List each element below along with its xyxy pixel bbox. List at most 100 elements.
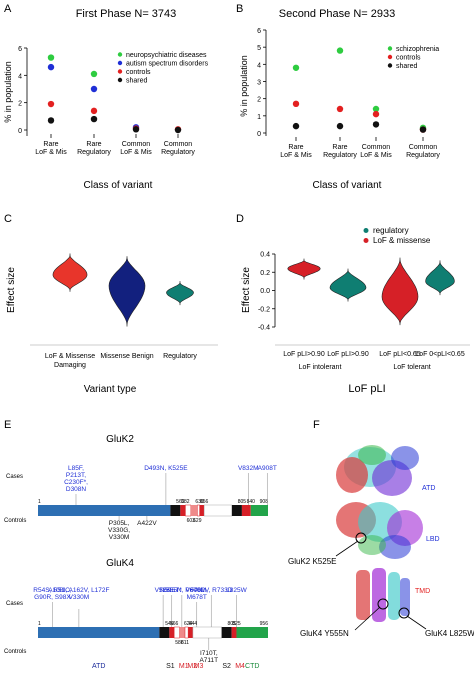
gene1-controls-label: Controls xyxy=(4,518,26,524)
a-point xyxy=(47,117,55,124)
panel-a-letter: A xyxy=(4,3,12,15)
panel-d-group-intolerant: LoF intolerant xyxy=(299,364,342,371)
f-label-k525e: GluK2 K525E xyxy=(288,557,336,566)
position-label: 629 xyxy=(193,518,202,524)
domain-m2 xyxy=(179,627,185,638)
domain-m2 xyxy=(190,505,198,516)
panel-d: D Effect size -0.4 -0.2 0.0 0.2 0.4 LoF pLI>… xyxy=(236,213,470,395)
panel-b-letter: B xyxy=(236,3,243,15)
f-label-y555n: GluK4 Y555N xyxy=(300,629,349,638)
domain-label: ATD xyxy=(92,663,105,670)
gene-title: GluK4 xyxy=(106,558,134,569)
b-ytick-label: 5 xyxy=(257,45,261,52)
d-legend-marker xyxy=(363,238,369,243)
gene-end: 956 xyxy=(260,621,269,627)
panel-b: B Second Phase N= 2933 % in population 0… xyxy=(236,3,440,191)
a-ytick-label: 0 xyxy=(18,128,22,135)
panel-f: F ATD xyxy=(288,419,474,638)
domain-m1 xyxy=(180,505,186,516)
b-point xyxy=(372,110,380,118)
case-mutation-label: N595T*, P600L xyxy=(160,587,205,594)
a-legend-marker xyxy=(117,69,123,74)
d-category-label: LoF pLI<0.65 xyxy=(379,351,421,358)
d-violin xyxy=(329,269,367,300)
domain-label: M3 xyxy=(194,663,204,670)
b-ytick-label: 1 xyxy=(257,114,261,121)
domain-label: CTD xyxy=(245,663,259,670)
c-category-label: Regulatory xyxy=(163,353,197,360)
domain-label: M1 xyxy=(179,663,189,670)
a-ytick-label: 2 xyxy=(18,101,22,108)
f-label-lbd: LBD xyxy=(426,536,440,543)
b-category-label: Rare LoF & Mis xyxy=(280,144,312,159)
panel-c-x-label: Variant type xyxy=(84,384,137,395)
b-category-label: Rare Regulatory xyxy=(323,144,357,159)
case-mutation-label: F702V, R733D xyxy=(190,587,233,594)
panel-a: A First Phase N= 3743 % in population 0 2… xyxy=(3,3,209,191)
b-point xyxy=(292,122,300,130)
panel-d-y-label: Effect size xyxy=(241,267,252,313)
position-label: 644 xyxy=(189,621,198,627)
f-label-tmd: TMD xyxy=(415,588,430,595)
b-point xyxy=(372,105,380,113)
b-legend-label: controls xyxy=(396,55,421,62)
a-point xyxy=(90,70,98,78)
domain-ctd xyxy=(250,505,268,516)
d-violin xyxy=(287,260,321,279)
position-label: 582 xyxy=(181,499,190,505)
b-ytick-label: 3 xyxy=(257,80,261,87)
control-mutation-label: I710T, A711T xyxy=(199,650,218,664)
domain-m4 xyxy=(241,505,251,516)
a-legend-label: autism spectrum disorders xyxy=(126,61,209,68)
gene-start: 1 xyxy=(38,499,41,505)
domain-m1 xyxy=(169,627,175,638)
protein-structure-illustration: ATD LBD TMD GluK2 K525E GluK4 Y555N GluK… xyxy=(288,445,474,638)
d-legend-label: LoF & missense xyxy=(373,236,431,245)
c-category-label: Missense Benign xyxy=(100,353,153,360)
d-legend-label: regulatory xyxy=(373,226,409,235)
case-mutation-label: D493N, K525E xyxy=(144,465,188,472)
c-category-label: LoF & Missense Damaging xyxy=(45,353,95,369)
gene-start: 1 xyxy=(38,621,41,627)
panel-b-x-label: Class of variant xyxy=(313,180,382,191)
d-legend-marker xyxy=(363,228,369,233)
b-point xyxy=(292,64,300,71)
panel-c-letter: C xyxy=(4,213,12,225)
a-ytick-label: 4 xyxy=(18,73,22,80)
case-mutation-label: L825W xyxy=(226,587,247,594)
a-category-label: Common Regulatory xyxy=(161,141,195,156)
d-category-label: LoF 0<pLI<0.65 xyxy=(415,351,465,358)
d-ytick-label: 0.4 xyxy=(260,252,270,259)
a-legend-label: shared xyxy=(126,78,148,85)
a-legend-marker xyxy=(117,60,123,66)
position-label: 546 xyxy=(165,621,174,627)
b-point xyxy=(336,47,344,54)
domain-atd xyxy=(38,627,160,638)
a-point xyxy=(174,126,182,134)
position-label: 566 xyxy=(170,621,179,627)
panel-a-y-label: % in population xyxy=(3,61,13,123)
b-point xyxy=(336,105,344,113)
d-ytick-label: -0.2 xyxy=(258,306,270,313)
b-legend-marker xyxy=(387,63,393,68)
domain-m4 xyxy=(231,627,237,638)
a-point xyxy=(47,54,55,61)
position-label: 656 xyxy=(200,499,209,505)
position-label: 603 xyxy=(187,518,196,524)
domain-label: M2 xyxy=(187,663,197,670)
domain-linker xyxy=(173,626,180,639)
panel-a-title: First Phase N= 3743 xyxy=(76,8,177,20)
domain-label: S2 xyxy=(222,663,231,670)
b-point xyxy=(336,122,344,130)
domain-ctd xyxy=(236,627,268,638)
gene-title: GluK2 xyxy=(106,434,134,445)
a-point xyxy=(90,107,98,115)
domain-linker xyxy=(185,504,191,517)
control-mutation-label: A422V xyxy=(137,520,157,527)
position-label: 562 xyxy=(176,499,185,505)
panel-d-letter: D xyxy=(236,213,244,225)
domain-label: S1 xyxy=(166,663,175,670)
a-legend-marker xyxy=(117,52,123,57)
